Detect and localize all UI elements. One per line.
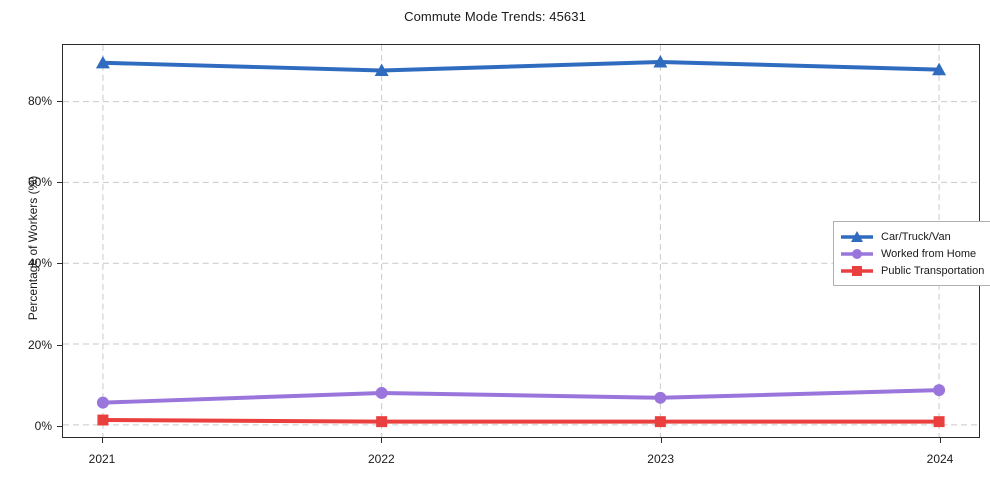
y-tick-mark [57, 425, 62, 427]
data-point-marker [933, 416, 945, 428]
data-point-marker [96, 396, 109, 409]
y-tick-mark [57, 182, 62, 184]
x-tick-mark [102, 438, 103, 443]
legend-swatch-square-icon [840, 264, 874, 278]
data-point-marker [654, 416, 666, 428]
y-tick-mark [57, 100, 62, 102]
y-tick-mark [57, 263, 62, 265]
data-point-marker [95, 55, 110, 69]
legend-item-3[interactable]: Public Transportation [840, 262, 984, 279]
x-tick-label: 2024 [926, 452, 954, 466]
x-tick-label: 2022 [367, 452, 395, 466]
y-tick-label: 20% [27, 337, 52, 352]
y-tick-mark [57, 344, 62, 346]
data-point-marker [654, 391, 667, 404]
legend-label: Car/Truck/Van [881, 230, 951, 243]
series-line [100, 418, 942, 424]
data-point-marker [375, 386, 388, 399]
data-point-marker [653, 55, 668, 68]
legend-swatch-triangle-icon [840, 230, 874, 244]
x-tick-label: 2021 [88, 452, 116, 466]
legend-item-1[interactable]: Car/Truck/Van [840, 228, 984, 245]
y-tick-label: 80% [27, 93, 52, 108]
x-tick-label: 2023 [647, 452, 675, 466]
series-1 [95, 55, 947, 77]
y-tick-label: 60% [27, 175, 52, 190]
data-point-marker [376, 416, 388, 428]
chart-title: Commute Mode Trends: 45631 [404, 9, 586, 24]
x-tick-mark [660, 438, 662, 443]
series-2 [96, 384, 946, 409]
data-point-marker [933, 384, 946, 397]
data-point-marker [932, 62, 947, 76]
x-tick-mark [940, 438, 941, 443]
data-point-marker [97, 414, 109, 426]
data-point-marker [374, 63, 389, 77]
legend-label: Public Transportation [881, 264, 985, 277]
legend-item-2[interactable]: Worked from Home [840, 245, 984, 262]
x-tick-mark [381, 438, 383, 443]
series-line [100, 388, 942, 405]
legend-swatch-circle-icon [840, 247, 874, 261]
y-tick-label: 40% [27, 256, 52, 271]
series-3 [97, 414, 945, 428]
legend-label: Worked from Home [881, 247, 977, 260]
chart-legend: Car/Truck/Van Worked from Home Public Tran… [833, 221, 990, 286]
chart-svg [63, 45, 979, 437]
y-tick-label: 0% [34, 418, 52, 433]
series-line [100, 59, 942, 73]
plot-area [62, 44, 980, 438]
